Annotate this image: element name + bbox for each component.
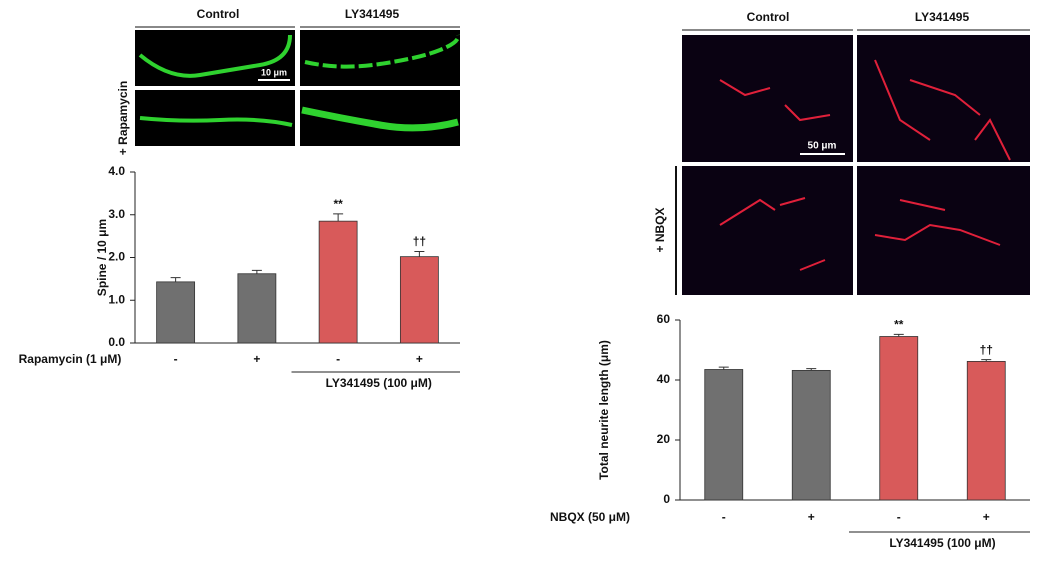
bar — [879, 336, 919, 501]
significance: †† — [413, 235, 426, 249]
error-bar — [170, 277, 181, 282]
group-label: LY341495 (100 μM) — [889, 536, 995, 550]
column-label: LY341495 — [345, 7, 400, 21]
error-bar — [981, 359, 992, 362]
row-label: + NBQX — [653, 207, 667, 252]
y-tick-label: 0 — [663, 492, 670, 506]
y-tick-label: 60 — [657, 312, 671, 326]
bar — [704, 369, 744, 501]
significance: †† — [980, 343, 993, 357]
category-sign: - — [722, 510, 726, 524]
category-sign: + — [983, 510, 990, 524]
y-tick-label: 0.0 — [108, 335, 125, 349]
category-sign: - — [174, 352, 178, 366]
y-axis-label: Total neurite length (μm) — [597, 340, 611, 480]
bar — [791, 369, 831, 501]
y-tick-label: 40 — [657, 372, 671, 386]
column-label: Control — [747, 10, 790, 24]
significance: ** — [894, 318, 904, 332]
category-sign: - — [336, 352, 340, 366]
bar — [237, 273, 277, 344]
y-tick-label: 2.0 — [108, 250, 125, 264]
x-row-label: NBQX (50 μM) — [550, 510, 630, 524]
micrograph-panel-left: Control LY341495 10 μm + Rapamycin — [116, 7, 461, 155]
category-sign: + — [416, 352, 423, 366]
error-bar — [251, 269, 262, 274]
error-bar — [893, 333, 904, 337]
significance: ** — [333, 197, 343, 211]
error-bar — [718, 366, 729, 370]
bar — [156, 281, 196, 344]
category-sign: + — [808, 510, 815, 524]
scale-bar: 10 μm — [261, 67, 287, 77]
category-sign: + — [253, 352, 260, 366]
error-bar — [806, 368, 817, 371]
scale-bar: 50 μm — [808, 141, 837, 152]
row-label: + Rapamycin — [116, 81, 130, 155]
bar — [399, 256, 439, 344]
y-axis-label: Spine / 10 μm — [95, 219, 109, 296]
y-tick-label: 1.0 — [108, 292, 125, 306]
category-sign: - — [897, 510, 901, 524]
micrograph-panel-right: Control LY341495 50 μm + NBQX — [653, 10, 1030, 295]
bar — [966, 360, 1006, 501]
column-label: LY341495 — [915, 10, 970, 24]
column-label: Control — [197, 7, 240, 21]
bar — [318, 220, 358, 344]
y-tick-label: 3.0 — [108, 207, 125, 221]
y-tick-label: 4.0 — [108, 164, 125, 178]
y-tick-label: 20 — [657, 432, 671, 446]
error-bar — [414, 251, 425, 257]
error-bar — [333, 213, 344, 222]
x-row-label: Rapamycin (1 μM) — [19, 352, 122, 366]
group-label: LY341495 (100 μM) — [326, 376, 432, 390]
